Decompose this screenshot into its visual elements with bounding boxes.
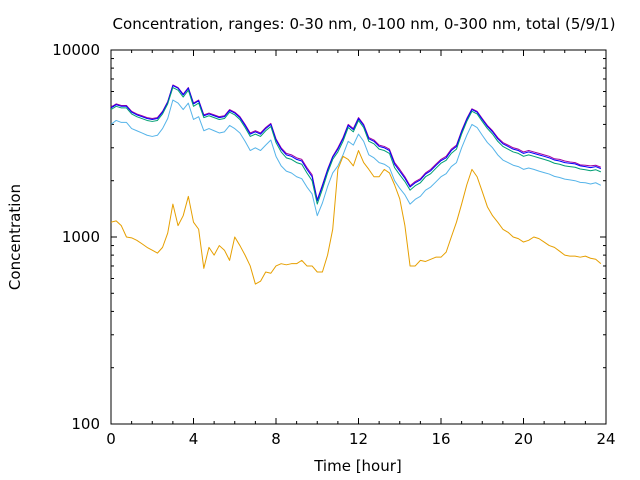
x-tick-label: 0 — [106, 430, 116, 448]
series-line-3 — [110, 87, 602, 205]
x-axis-label: Time [hour] — [313, 457, 402, 475]
chart-title: Concentration, ranges: 0-30 nm, 0-100 nm… — [113, 15, 616, 33]
series-line-1 — [110, 84, 602, 201]
series-line-2 — [110, 85, 602, 202]
x-tick-label: 12 — [349, 430, 368, 448]
series-layer — [110, 84, 602, 285]
x-tick-label: 8 — [271, 430, 281, 448]
x-tick-label: 16 — [431, 430, 450, 448]
plot-area-frame — [110, 49, 607, 425]
series-line-4 — [110, 99, 602, 217]
y-axis-label: Concentration — [6, 184, 24, 290]
y-tick-label: 1000 — [62, 228, 100, 246]
axes: 0 4 8 12 16 20 24 100 1000 10000 — [52, 41, 615, 448]
x-tick-label: 4 — [189, 430, 199, 448]
x-tick-label: 20 — [514, 430, 533, 448]
y-tick-label: 100 — [71, 415, 100, 433]
series-line-5 — [110, 150, 602, 285]
y-tick-label: 10000 — [52, 41, 100, 59]
x-tick-label: 24 — [596, 430, 615, 448]
